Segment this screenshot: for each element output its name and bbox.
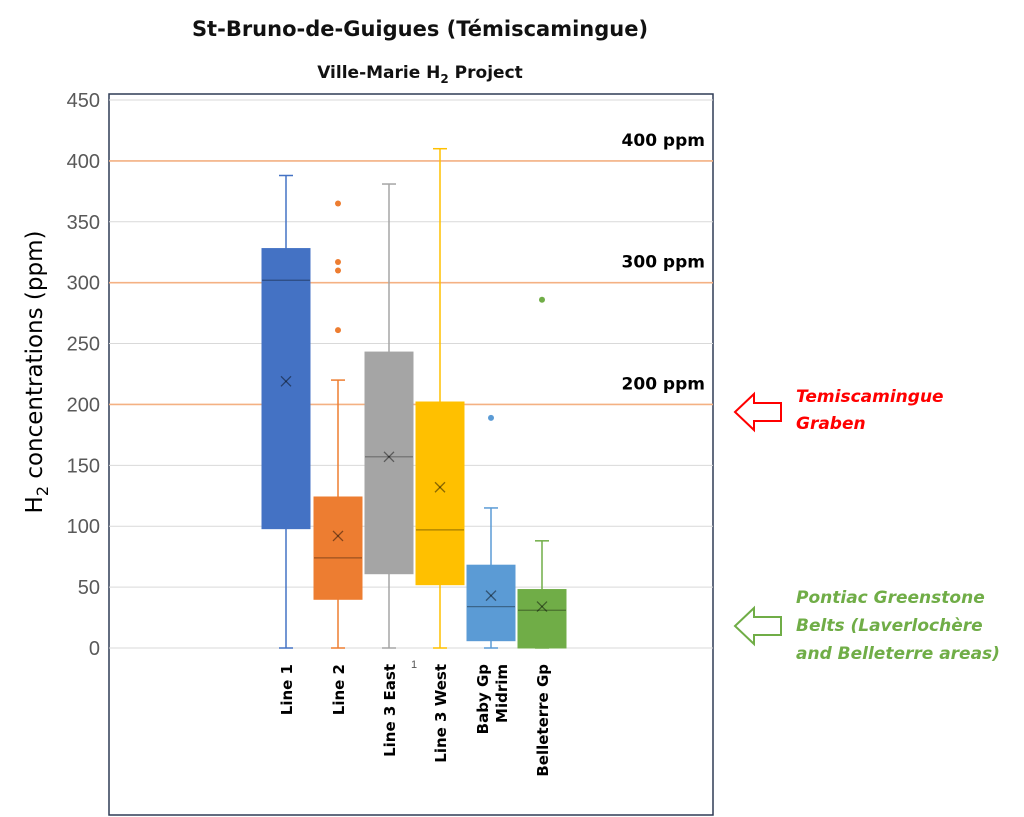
plot-frame — [108, 93, 714, 816]
category-label: Line 3 West — [432, 664, 450, 763]
chart-subtitle: Ville-Marie H2 Project — [317, 63, 523, 86]
outlier-point — [488, 414, 494, 421]
y-tick-label: 250 — [67, 334, 100, 356]
outlier-point — [335, 327, 341, 334]
mean-marker — [332, 530, 344, 542]
annotation-line: Belts (Laverlochère — [796, 616, 983, 636]
category-label: Line 3 East — [381, 664, 399, 757]
category-label-line: Line 3 East — [381, 664, 399, 757]
annotation-line: Temiscamingue — [796, 387, 944, 407]
box — [313, 496, 363, 600]
annotation-arrow — [733, 391, 782, 433]
outlier-point — [335, 200, 341, 207]
mean-marker — [434, 481, 446, 493]
y-axis-title-main: H — [22, 496, 48, 513]
annotation-line: Pontiac Greenstone — [796, 588, 985, 608]
subtitle-main: Ville-Marie H — [317, 63, 440, 83]
annotation-graben: Temiscamingue Graben — [796, 387, 944, 434]
reference-lines: 400 ppm 300 ppm 200 ppm — [109, 131, 713, 406]
category-label-line: Line 2 — [330, 664, 348, 715]
reference-line-label: 200 ppm — [622, 374, 705, 394]
y-tick-label: 100 — [67, 516, 100, 538]
mean-marker — [485, 590, 497, 602]
annotations: Temiscamingue Graben Pontiac Greenstone Bel… — [733, 387, 1000, 664]
category-label: Line 2 — [330, 664, 348, 715]
category-label-line: Line 1 — [278, 664, 296, 715]
reference-line-label: 400 ppm — [622, 131, 705, 151]
box — [466, 564, 516, 642]
reference-line-label: 300 ppm — [622, 253, 705, 273]
category-label: Belleterre Gp — [534, 664, 552, 777]
y-tick-label: 300 — [67, 273, 100, 295]
mean-marker — [280, 375, 292, 387]
outlier-point — [539, 296, 545, 303]
y-tick-label: 50 — [78, 577, 100, 599]
annotation-line: and Belleterre areas) — [796, 644, 1000, 664]
y-axis-title-subscript: 2 — [33, 486, 52, 496]
y-tick-label: 350 — [67, 212, 100, 234]
category-label: Baby GpMidrim — [474, 664, 511, 735]
stray-label: 1 — [411, 659, 417, 671]
y-tick-label: 0 — [89, 638, 100, 660]
y-axis-tick-labels: 0 50 100 150 200 250 300 350 400 450 — [67, 90, 100, 660]
mean-marker — [280, 375, 292, 387]
y-tick-label: 450 — [67, 90, 100, 112]
annotation-line: Graben — [796, 414, 866, 434]
box-series — [261, 147, 567, 649]
category-label-line: Midrim — [493, 664, 511, 723]
category-label: Line 1 — [278, 664, 296, 715]
mean-marker — [434, 481, 446, 493]
box — [364, 351, 414, 575]
box-group — [364, 183, 414, 649]
box-group — [415, 147, 465, 649]
mean-marker — [536, 601, 548, 613]
y-axis-title: H2 concentrations (ppm) — [22, 231, 52, 514]
mean-marker — [332, 530, 344, 542]
chart-title: St-Bruno-de-Guigues (Témiscamingue) — [192, 17, 648, 41]
box-group — [261, 174, 311, 649]
y-axis-title-rest: concentrations (ppm) — [22, 231, 48, 486]
y-tick-label: 200 — [67, 394, 100, 416]
mean-marker — [536, 601, 548, 613]
mean-marker — [383, 451, 395, 463]
outlier-point — [335, 258, 341, 265]
annotation-arrow — [733, 605, 782, 647]
category-label-line: Line 3 West — [432, 664, 450, 763]
category-label-line: Baby Gp — [474, 664, 492, 735]
box — [261, 248, 311, 530]
subtitle-rest: Project — [449, 63, 523, 83]
box-group — [466, 414, 516, 649]
mean-marker — [383, 451, 395, 463]
category-labels: Line 1 Line 2 Line 3 East Line 3 West Baby G… — [278, 664, 552, 777]
outlier-point — [335, 267, 341, 274]
subtitle-subscript: 2 — [440, 72, 448, 86]
y-tick-label: 150 — [67, 455, 100, 477]
box — [415, 401, 465, 586]
box-group — [313, 200, 363, 649]
box — [517, 589, 567, 649]
annotation-pontiac: Pontiac Greenstone Belts (Laverlochère and… — [796, 588, 1000, 664]
y-tick-label: 400 — [67, 151, 100, 173]
box-group — [517, 296, 567, 649]
mean-marker — [485, 590, 497, 602]
category-label-line: Belleterre Gp — [534, 664, 552, 777]
